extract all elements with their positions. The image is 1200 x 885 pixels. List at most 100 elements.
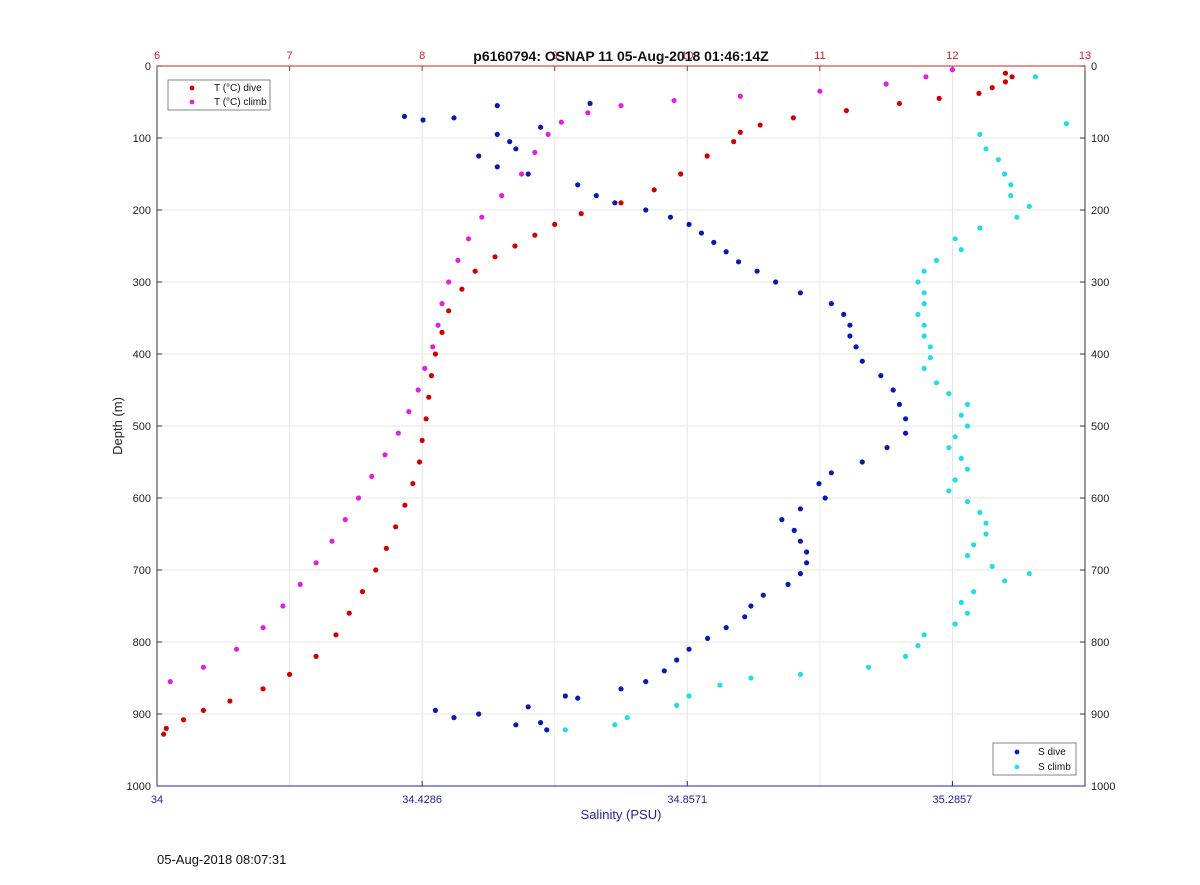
point-s-dive (847, 322, 853, 328)
point-t-c-dive (200, 707, 206, 714)
point-s-climb (946, 488, 952, 494)
axis-ticks: 0 0 100 100 200 200 300 300 400 400 500 500 600 600 70… (127, 50, 1116, 806)
point-t-c-climb (260, 625, 266, 631)
point-t-c-dive (161, 731, 167, 737)
point-t-c-climb (406, 409, 412, 415)
point-t-c-climb (671, 97, 677, 104)
point-t-c-climb (233, 646, 240, 652)
point-s-climb (748, 675, 754, 681)
point-s-dive (760, 592, 766, 598)
point-t-c-dive (459, 286, 465, 292)
point-t-c-dive (757, 122, 763, 128)
point-s-dive (853, 344, 859, 350)
plot-timestamp: 05-Aug-2018 08:07:31 (157, 852, 287, 867)
point-t-c-dive (578, 211, 584, 217)
point-s-climb (915, 643, 921, 649)
point-s-dive (822, 495, 828, 501)
point-t-c-climb (499, 193, 505, 199)
point-s-dive (723, 249, 729, 255)
point-s-climb (921, 268, 927, 274)
point-t-c-climb (415, 387, 421, 393)
depth-tick-label-right: 200 (1091, 205, 1109, 217)
point-s-dive (878, 373, 884, 379)
point-s-climb (946, 391, 952, 397)
depth-tick-label-right: 600 (1091, 493, 1109, 505)
point-s-dive (643, 679, 649, 685)
point-s-dive (420, 117, 426, 123)
point-t-c-dive (346, 610, 352, 616)
point-s-dive (643, 207, 649, 213)
temperature-legend-box (167, 79, 271, 111)
depth-tick-label-right: 500 (1091, 421, 1109, 433)
point-t-c-climb (465, 236, 472, 242)
point-s-dive (674, 657, 680, 663)
point-s-climb (1001, 578, 1008, 584)
point-t-c-climb (280, 603, 286, 609)
point-t-c-climb (422, 365, 428, 371)
point-t-c-climb (200, 664, 206, 670)
point-s-dive (661, 668, 667, 674)
point-t-c-climb (479, 214, 485, 220)
point-t-c-dive (423, 416, 429, 422)
salinity-tick-label: 35.2857 (933, 794, 973, 806)
point-t-c-climb (395, 430, 401, 436)
legend-marker-t-dive (189, 85, 195, 91)
point-t-c-dive (373, 567, 379, 573)
legend-label-s-climb: S climb (1038, 762, 1071, 773)
point-s-climb (958, 412, 964, 418)
depth-tick-label-right: 100 (1091, 133, 1109, 145)
temperature-tick-label: 10 (681, 50, 693, 62)
point-s-dive (797, 506, 804, 512)
point-s-dive (575, 182, 581, 188)
point-t-c-dive (843, 108, 849, 114)
point-s-climb (921, 632, 927, 638)
point-s-dive (859, 358, 865, 364)
point-s-dive (525, 704, 531, 710)
depth-tick-label-left: 0 (145, 61, 151, 73)
point-t-c-climb (883, 81, 889, 87)
point-s-climb (921, 333, 927, 339)
legend-label-t-climb: T (°C) climb (214, 97, 267, 108)
point-s-dive (562, 693, 568, 699)
point-s-climb (983, 531, 989, 537)
point-t-c-climb (382, 452, 388, 458)
point-s-dive (711, 239, 717, 245)
point-t-c-climb (949, 67, 956, 73)
point-s-dive (513, 146, 519, 152)
point-s-climb (964, 499, 971, 505)
point-s-climb (927, 344, 933, 350)
point-s-climb (797, 671, 804, 678)
point-s-climb (977, 131, 983, 137)
temperature-tick-label: 8 (419, 50, 425, 62)
point-s-climb (971, 589, 977, 595)
point-t-c-dive (313, 653, 319, 660)
point-t-c-dive (426, 394, 432, 400)
point-t-c-climb (923, 74, 929, 80)
point-s-climb (1001, 171, 1008, 177)
temperature-tick-label: 7 (287, 50, 293, 62)
point-s-climb (995, 157, 1001, 163)
point-t-c-dive (286, 671, 293, 678)
point-t-c-climb (355, 495, 362, 501)
point-s-dive (847, 333, 853, 339)
point-t-c-dive (472, 268, 478, 274)
point-t-c-dive (180, 717, 187, 723)
point-s-dive (667, 214, 674, 220)
chart-title: p6160794: OSNAP 11 05-Aug-2018 01:46:14Z (473, 48, 769, 64)
depth-tick-label-right: 400 (1091, 349, 1109, 361)
point-t-c-dive (1002, 70, 1009, 76)
point-s-dive (525, 171, 531, 177)
point-s-dive (544, 727, 550, 733)
salinity-legend: S dive S climb (992, 742, 1077, 776)
point-s-climb (964, 553, 971, 559)
point-t-c-climb (455, 257, 461, 263)
point-s-dive (896, 401, 903, 407)
point-t-c-climb (439, 301, 445, 307)
legend-marker-s-climb (1014, 764, 1020, 770)
point-s-dive (884, 445, 890, 451)
point-s-climb (1008, 193, 1014, 199)
point-s-dive (476, 153, 482, 159)
point-s-dive (401, 113, 408, 119)
point-s-climb (921, 365, 927, 371)
point-s-climb (958, 599, 964, 606)
